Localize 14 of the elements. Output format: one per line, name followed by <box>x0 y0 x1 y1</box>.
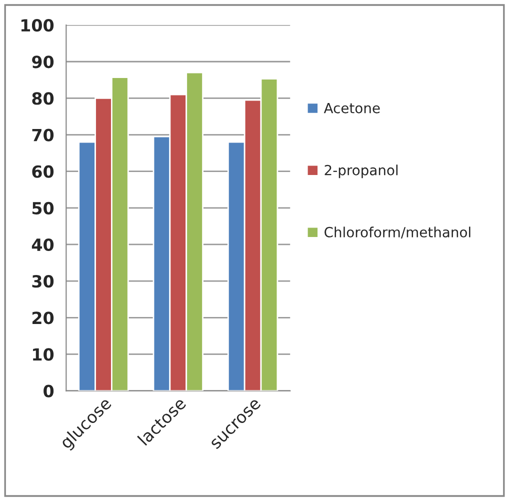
legend-label: 2-propanol <box>324 164 398 178</box>
y-tick-label: 70 <box>32 128 54 142</box>
y-tick-label: 100 <box>21 19 54 32</box>
y-tick-label: 30 <box>32 275 54 288</box>
y-tick-label: 80 <box>32 92 54 105</box>
y-tick-label: 10 <box>33 348 54 361</box>
y-tick-label: 50 <box>32 202 54 214</box>
legend-label: Chloroform/methanol <box>324 226 470 239</box>
y-tick-label: 90 <box>32 56 54 68</box>
y-tick-label: 60 <box>32 165 54 178</box>
legend-label: Acetone <box>324 102 380 114</box>
y-tick-label: 0 <box>44 384 54 398</box>
y-tick-label: 40 <box>32 238 54 252</box>
y-tick-label: 20 <box>32 312 54 324</box>
